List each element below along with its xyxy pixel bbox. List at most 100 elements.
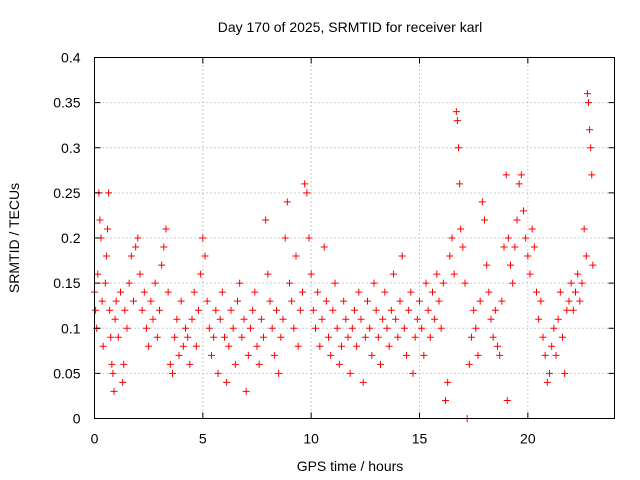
data-point [565,297,573,305]
data-point [99,342,107,350]
data-point [524,252,532,260]
data-point [244,351,252,359]
data-point [335,360,343,368]
data-point [494,342,501,350]
data-point [102,252,110,260]
data-point [327,351,335,359]
data-point [405,306,413,314]
data-point [262,216,270,224]
data-point [156,306,163,314]
data-point [179,342,187,350]
data-point [147,297,155,305]
x-tick-label: 0 [91,431,99,447]
data-point [281,234,289,242]
data-point [320,243,328,251]
data-point [270,351,278,359]
data-point [104,225,111,233]
data-point [381,288,389,296]
data-point [316,342,324,350]
data-point [429,288,436,296]
data-point [357,315,365,323]
data-point [407,288,415,296]
data-point [543,378,551,386]
data-point [533,288,540,296]
x-tick-labels: 0 5 10 15 20 [91,431,536,447]
data-point [292,252,300,260]
data-point [468,333,475,341]
data-point [203,297,211,305]
data-point [498,297,506,305]
data-point [539,333,547,341]
data-point [190,288,198,296]
data-point [511,243,519,251]
data-point [325,333,332,341]
data-point [442,396,449,404]
data-point [314,288,322,296]
data-point [134,234,142,242]
axis-ticks [94,57,615,419]
data-point [231,360,239,368]
data-point [452,108,460,116]
data-point [569,306,577,314]
data-point [351,306,358,314]
data-point [277,333,285,341]
data-point [94,270,102,278]
data-point [481,216,488,224]
data-point [489,333,497,341]
data-point [210,333,218,341]
data-point [576,297,584,305]
data-point [474,351,482,359]
x-axis-label: GPS time / hours [297,458,404,474]
x-tick-label: 15 [412,431,428,447]
data-point [548,342,556,350]
data-point [249,306,257,314]
data-point [238,333,246,341]
data-point [201,252,209,260]
data-point [136,270,144,278]
data-point [379,315,387,323]
data-point [394,333,402,341]
y-axis-label: SRMTID / TECUs [6,183,22,293]
data-point [377,360,384,368]
data-point [296,306,304,314]
data-point [403,351,410,359]
data-point [348,324,356,332]
data-point [448,234,456,242]
data-point [583,90,591,98]
data-point [119,378,127,386]
data-point [556,288,564,296]
data-point [528,225,536,233]
data-point [535,315,543,323]
data-point [305,234,313,242]
data-point [361,333,369,341]
data-point [530,243,538,251]
data-point [561,369,569,377]
data-point [195,306,202,314]
data-point [364,297,371,305]
data-point [587,144,595,152]
data-point [127,252,135,260]
data-point [101,279,109,287]
data-point [409,369,417,377]
y-tick-label: 0.15 [53,275,80,291]
data-point [216,315,224,323]
data-point [496,351,504,359]
data-point [171,333,179,341]
data-point [541,351,549,359]
data-point [218,288,226,296]
data-point [472,324,480,332]
data-point [266,297,274,305]
data-point [370,279,378,287]
data-point [424,306,432,314]
data-point [413,315,421,323]
data-point [143,324,150,332]
data-point [173,315,181,323]
data-point [457,225,465,233]
x-tick-label: 20 [520,431,536,447]
y-tick-label: 0.25 [53,185,80,201]
data-point [177,297,185,305]
data-point [331,279,339,287]
data-point [433,270,441,278]
data-point [329,306,337,314]
data-point [502,171,510,179]
